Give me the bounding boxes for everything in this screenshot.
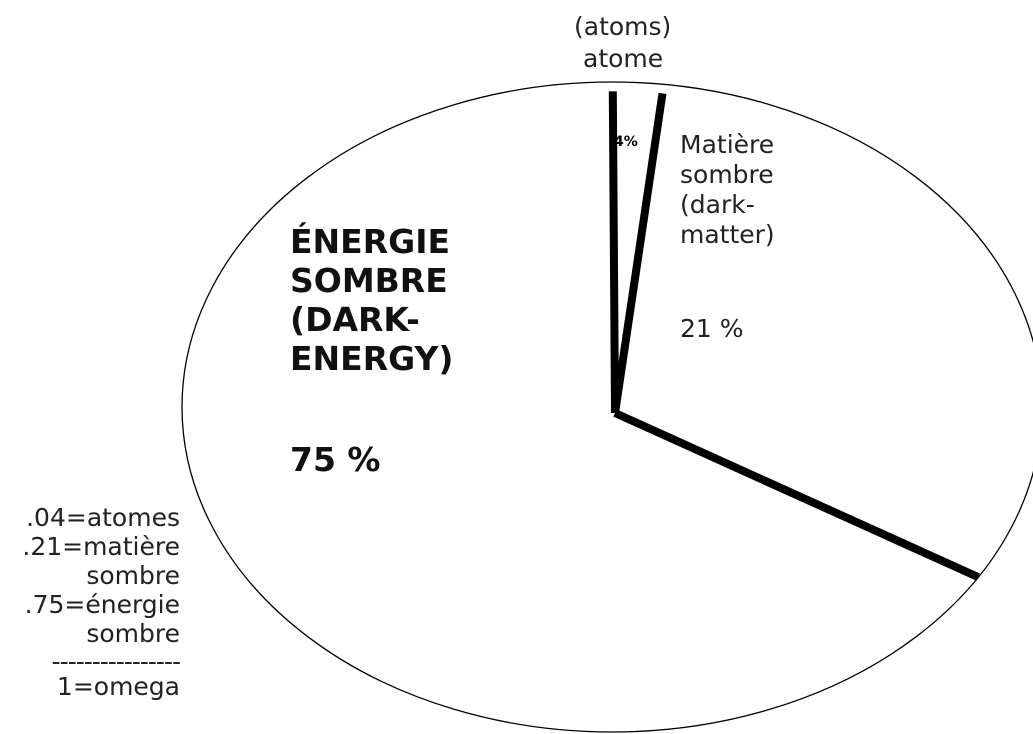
dark-energy-percent-label: 75 % [290, 440, 381, 479]
dark-matter-label: Matière sombre (dark- matter) [680, 130, 775, 249]
atoms-label-bottom: atome [583, 44, 664, 73]
divider-line-atoms-start [608, 91, 619, 414]
divider-line-dark-matter-end [613, 409, 980, 581]
legend-line: .75=énergie [24, 590, 180, 619]
legend-line: .21=matière [22, 532, 180, 561]
atoms-label-top: (atoms) [574, 12, 672, 41]
legend-total: 1=omega [56, 672, 180, 701]
legend-line: sombre [86, 619, 180, 648]
legend: .04=atomes .21=matière sombre .75=énergi… [22, 503, 181, 701]
pie-outline [181, 81, 1033, 733]
legend-divider: ---------------- [51, 647, 181, 676]
dark-energy-label: ÉNERGIE SOMBRE (DARK- ENERGY) [290, 222, 454, 378]
legend-line: sombre [86, 561, 180, 590]
divider-line-atoms-end [611, 92, 667, 414]
legend-line: .04=atomes [26, 503, 180, 532]
dark-matter-percent-label: 21 % [680, 314, 744, 343]
atoms-percent-label: 4% [614, 134, 638, 150]
